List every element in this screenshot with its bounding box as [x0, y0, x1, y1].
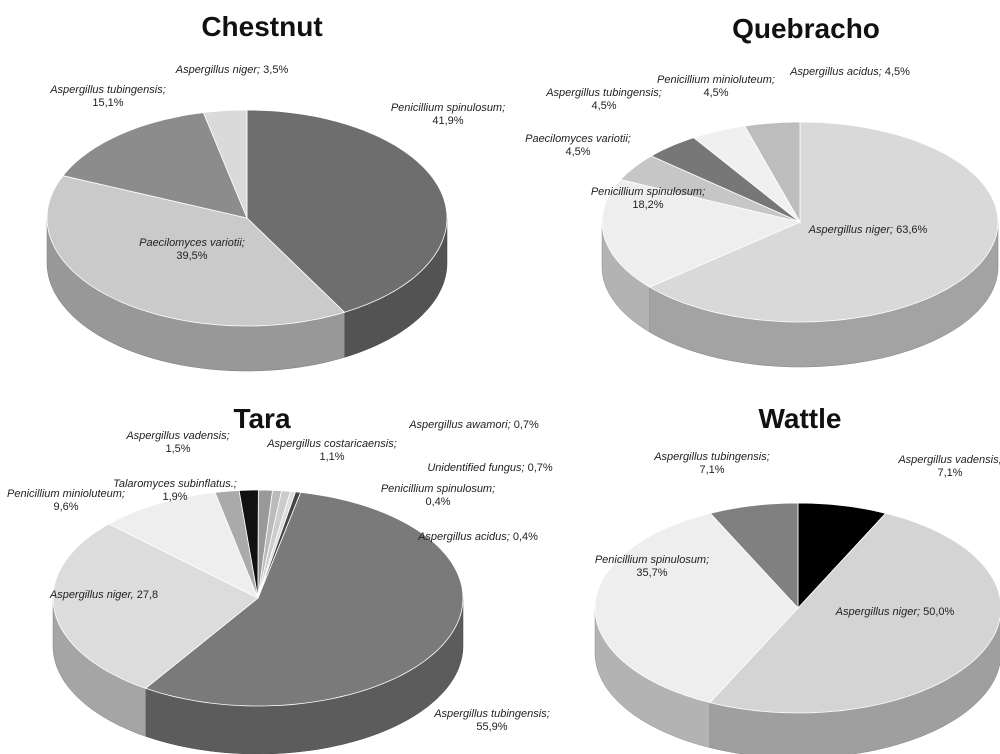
- slice: [594, 512, 799, 704]
- slice-value: 50,0%: [923, 606, 955, 618]
- slice-label: Aspergillus niger; 50,0%: [830, 606, 960, 619]
- slice-value: 0,4%: [512, 531, 538, 543]
- slice-value: 4,5%: [591, 100, 617, 112]
- slice-name: Penicillium minioluteum;: [657, 74, 775, 86]
- slice-label: Aspergillus costaricaensis; 1,1%: [267, 438, 397, 464]
- slice-name: Aspergillus acidus;: [790, 66, 882, 78]
- slice-name: Aspergillus niger;: [808, 224, 894, 236]
- slice-name: Penicillium spinulosum;: [380, 483, 496, 495]
- slice: [648, 121, 999, 323]
- slice-value: 1,1%: [319, 451, 345, 463]
- slice-value: 35,7%: [636, 567, 668, 579]
- slice-name: Aspergillus niger;: [175, 64, 261, 76]
- slice-name: Aspergillus niger;: [835, 606, 921, 618]
- slice: [619, 155, 801, 223]
- slice-label: Penicillium minioluteum; 4,5%: [651, 74, 781, 100]
- slice-name: Aspergillus tubingensis;: [50, 84, 166, 96]
- slice-name: Paecilomyces variotii;: [139, 237, 245, 249]
- slice-label: Aspergillus niger; 63,6%: [803, 224, 933, 237]
- slice-value: 4,5%: [703, 87, 729, 99]
- slice-name: Penicillium spinulosum;: [390, 102, 506, 114]
- slice-value: 18,2%: [632, 199, 664, 211]
- chart-title: Chestnut: [201, 11, 322, 42]
- slice-name: Aspergillus niger,: [49, 589, 134, 601]
- slice-name: Penicillium spinulosum;: [594, 554, 710, 566]
- slice-label: Aspergillus tubingensis; 15,1%: [43, 84, 173, 110]
- chart-title: Wattle: [759, 403, 842, 434]
- slice-value: 63,6%: [896, 224, 928, 236]
- slice-value: 7,1%: [937, 467, 963, 479]
- slice-label: Penicillium spinulosum; 18,2%: [583, 186, 713, 212]
- slice-label: Aspergillus awamori; 0,7%: [409, 419, 539, 432]
- slice-label: Aspergillus vadensis; 1,5%: [113, 430, 243, 456]
- slice-label: Aspergillus vadensis; 7,1%: [885, 454, 1000, 480]
- slice-value: 9,6%: [53, 501, 79, 513]
- slice-label: Aspergillus niger, 27,8: [39, 589, 169, 602]
- slice: [144, 491, 464, 707]
- slice-name: Aspergillus acidus;: [418, 531, 510, 543]
- chart-title: Tara: [233, 403, 290, 434]
- slice: [246, 109, 448, 313]
- slice-value: 39,5%: [176, 250, 208, 262]
- slice: [62, 112, 248, 219]
- slice: [709, 512, 1000, 714]
- slice: [744, 121, 801, 224]
- slice-label: Aspergillus acidus; 0,4%: [413, 531, 543, 544]
- slice: [709, 502, 799, 610]
- slice-label: Aspergillus tubingensis; 4,5%: [539, 87, 669, 113]
- slice-value: 4,5%: [565, 146, 591, 158]
- slice-value: 0,4%: [425, 496, 451, 508]
- slice-value: 0,7%: [513, 419, 539, 431]
- slice-value: 15,1%: [92, 97, 124, 109]
- slice-label: Penicillium minioluteum; 9,6%: [1, 488, 131, 514]
- slice-value: 3,5%: [263, 64, 289, 76]
- slice-label: Aspergillus niger; 3,5%: [167, 64, 297, 77]
- slice-name: Aspergillus tubingensis;: [654, 451, 770, 463]
- slice-value: 0,7%: [527, 462, 553, 474]
- slice-value: 27,8: [136, 589, 159, 601]
- slice-name: Aspergillus awamori;: [409, 419, 511, 431]
- slice: [46, 175, 346, 327]
- slice-name: Paecilomyces variotii;: [525, 133, 631, 145]
- slice-name: Unidentified fungus;: [427, 462, 525, 474]
- slice-value: 1,9%: [162, 491, 188, 503]
- slice: [650, 137, 801, 223]
- slice: [108, 491, 259, 599]
- slice-label: Aspergillus tubingensis; 55,9%: [427, 708, 557, 734]
- slice-label: Aspergillus acidus; 4,5%: [785, 66, 915, 79]
- slice-label: Talaromyces subinflatus.; 1,9%: [110, 478, 240, 504]
- slice-value: 55,9%: [476, 721, 508, 733]
- slice: [601, 179, 802, 288]
- chart-title: Quebracho: [732, 13, 880, 44]
- slice-label: Paecilomyces variotii; 4,5%: [513, 133, 643, 159]
- slice: [692, 125, 801, 223]
- slice-name: Penicillium spinulosum;: [590, 186, 706, 198]
- slice-name: Penicillium minioluteum;: [7, 488, 125, 500]
- slice-value: 7,1%: [699, 464, 725, 476]
- slice-name: Aspergillus tubingensis;: [434, 708, 550, 720]
- slice-label: Penicillium spinulosum; 41,9%: [383, 102, 513, 128]
- slice-name: Aspergillus costaricaensis;: [267, 438, 397, 450]
- slice-value: 41,9%: [432, 115, 464, 127]
- slice-label: Aspergillus tubingensis; 7,1%: [647, 451, 777, 477]
- slice-value: 4,5%: [884, 66, 910, 78]
- slice-name: Aspergillus vadensis;: [126, 430, 230, 442]
- slice-label: Paecilomyces variotii; 39,5%: [127, 237, 257, 263]
- slice-label: Unidentified fungus; 0,7%: [425, 462, 555, 475]
- slice: [52, 523, 259, 689]
- slice: [202, 109, 248, 219]
- slice-label: Penicillium spinulosum; 0,4%: [373, 483, 503, 509]
- slice: [797, 502, 887, 610]
- slice-name: Talaromyces subinflatus.;: [113, 478, 237, 490]
- slice-name: Aspergillus vadensis;: [898, 454, 1000, 466]
- slice: [257, 491, 302, 599]
- slice-label: Penicillium spinulosum; 35,7%: [587, 554, 717, 580]
- slice-name: Aspergillus tubingensis;: [546, 87, 662, 99]
- slice-value: 1,5%: [165, 443, 191, 455]
